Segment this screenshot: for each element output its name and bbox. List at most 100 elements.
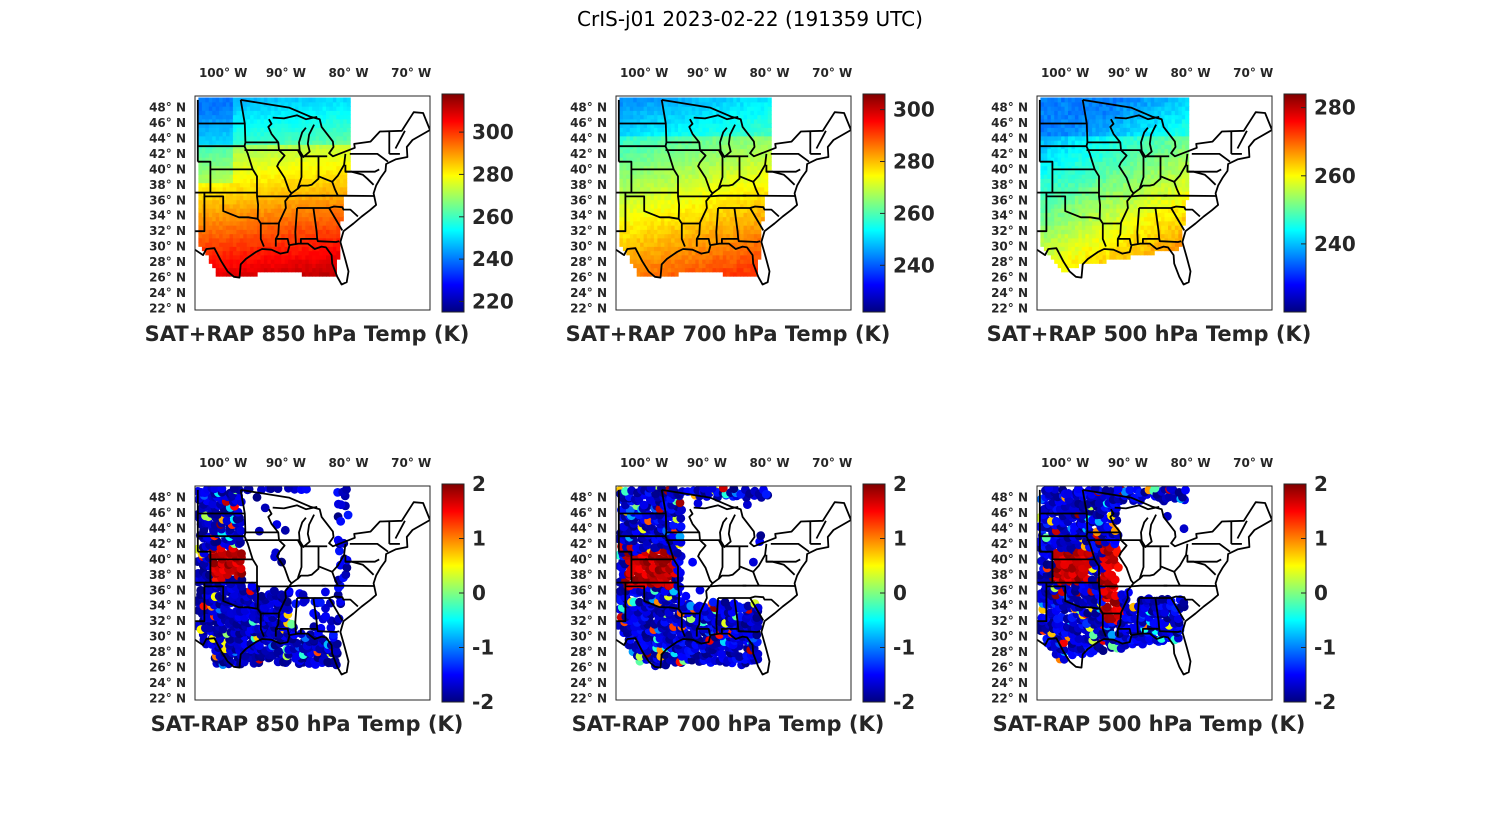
data-cell (674, 157, 679, 162)
data-cell (308, 203, 313, 209)
data-cell (671, 246, 676, 252)
data-cell (239, 165, 244, 171)
data-cell (336, 118, 341, 124)
data-cell (709, 127, 714, 133)
data-cell (219, 229, 224, 235)
data-cell (1137, 131, 1142, 137)
data-cell (1109, 216, 1114, 222)
data-cell (274, 123, 279, 128)
data-cell (1171, 229, 1176, 235)
data-cell (260, 199, 265, 205)
data-cell (678, 169, 683, 175)
data-cell (1133, 161, 1138, 167)
data-cell (332, 233, 337, 239)
data-cell (281, 254, 286, 260)
data-cell (253, 101, 258, 107)
panel-title: SAT+RAP 700 hPa Temp (K) (566, 322, 891, 346)
data-cell (1147, 246, 1152, 252)
data-cell (695, 259, 700, 264)
data-cell (1154, 242, 1159, 247)
data-cell (232, 161, 237, 167)
data-cell (688, 178, 693, 184)
data-cell (712, 123, 717, 128)
data-cell (236, 208, 241, 213)
data-cell (1119, 191, 1124, 196)
data-cell (633, 242, 638, 247)
data-cell (253, 165, 258, 171)
data-cell (1061, 135, 1066, 141)
data-cell (1057, 169, 1062, 175)
data-cell (322, 212, 327, 218)
data-cell (1112, 233, 1117, 239)
data-cell (653, 157, 658, 162)
data-cell (667, 182, 672, 188)
data-cell (719, 263, 724, 269)
data-cell (678, 157, 683, 162)
data-cell (1057, 182, 1062, 188)
data-cell (308, 178, 313, 184)
data-cell (1154, 152, 1159, 158)
data-cell (695, 250, 700, 256)
data-cell (740, 246, 745, 252)
lat-tick-label: 40° N (570, 162, 607, 176)
data-cell (712, 144, 717, 150)
data-cell (740, 259, 745, 264)
data-cell (326, 271, 331, 277)
data-cell (212, 123, 217, 128)
data-cell (636, 106, 641, 111)
data-cell (716, 135, 721, 141)
data-cell (301, 144, 306, 150)
data-cell (319, 114, 324, 120)
data-cell (681, 191, 686, 196)
data-cell (243, 106, 248, 111)
data-cell (1143, 148, 1148, 154)
data-cell (226, 106, 231, 111)
data-cell (329, 101, 334, 107)
data-cell (326, 191, 331, 196)
data-cell (1133, 144, 1138, 150)
data-cell (643, 208, 648, 213)
data-cell (1074, 152, 1079, 158)
data-cell (308, 161, 313, 167)
data-cell (229, 127, 234, 133)
data-cell (198, 216, 203, 222)
data-cell (1168, 144, 1173, 150)
data-cell (664, 233, 669, 239)
data-cell (1085, 220, 1090, 226)
data-cell (740, 114, 745, 120)
data-cell (243, 110, 248, 116)
boundary-line (275, 238, 290, 246)
lat-tick-label: 38° N (570, 178, 607, 192)
data-cell (1112, 178, 1117, 184)
data-cell (1109, 135, 1114, 141)
data-cell (750, 174, 755, 179)
data-cell (250, 110, 255, 116)
data-cell (764, 123, 769, 128)
data-cell (232, 263, 237, 269)
data-cell (315, 229, 320, 235)
data-cell (274, 250, 279, 256)
data-cell (740, 250, 745, 256)
data-cell (260, 267, 265, 273)
data-cell (288, 233, 293, 239)
data-cell (660, 140, 665, 145)
data-cell (633, 165, 638, 171)
data-cell (201, 152, 206, 158)
data-cell (291, 203, 296, 209)
data-cell (319, 212, 324, 218)
data-cell (260, 229, 265, 235)
data-cell (767, 101, 772, 107)
data-cell (657, 97, 662, 103)
data-cell (1123, 182, 1128, 188)
data-cell (681, 97, 686, 103)
data-cell (643, 148, 648, 154)
data-cell (747, 169, 752, 175)
data-cell (236, 220, 241, 226)
data-cell (640, 199, 645, 205)
data-cell (626, 216, 631, 222)
data-cell (274, 114, 279, 120)
data-cell (671, 216, 676, 222)
data-cell (281, 199, 286, 205)
data-cell (705, 152, 710, 158)
data-cell (736, 182, 741, 188)
